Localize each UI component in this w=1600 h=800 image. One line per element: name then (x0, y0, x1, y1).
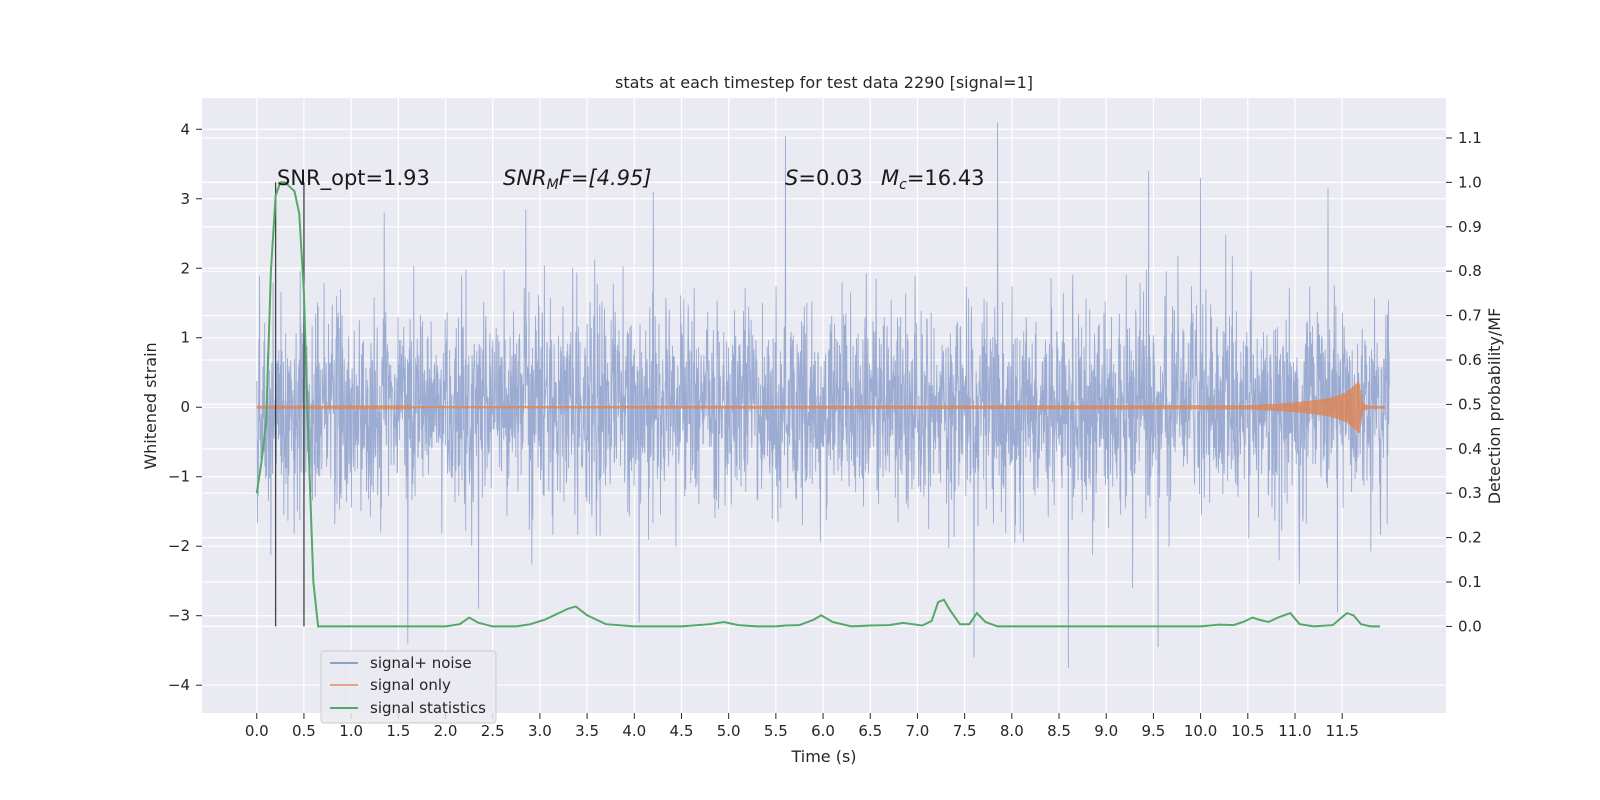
right-y-tick-label: 0.8 (1458, 262, 1482, 280)
s-annotation: S=0.03 (785, 166, 863, 190)
right-y-tick-label: 0.6 (1458, 351, 1482, 369)
x-tick-label: 11.5 (1325, 722, 1358, 740)
x-tick-label: 6.0 (811, 722, 835, 740)
right-y-tick-label: 0.4 (1458, 440, 1482, 458)
x-tick-label: 1.0 (339, 722, 363, 740)
x-tick-label: 0.5 (292, 722, 316, 740)
x-tick-label: 3.5 (575, 722, 599, 740)
right-y-tick-label: 1.0 (1458, 173, 1482, 191)
x-tick-label: 4.5 (670, 722, 694, 740)
snr-mf-annotation: SNRMF=[4.95] (503, 166, 652, 193)
signal-statistics-series (255, 181, 1380, 628)
x-tick-label: 7.5 (953, 722, 977, 740)
right-y-tick-label: 0.2 (1458, 529, 1482, 547)
x-tick-label: 5.0 (717, 722, 741, 740)
signal-statistics-line (255, 181, 1380, 628)
left-y-tick-label: −1 (168, 468, 190, 486)
mc-value: =16.43 (907, 166, 985, 190)
x-tick-label: 1.5 (386, 722, 410, 740)
x-tick-label: 2.0 (434, 722, 458, 740)
x-tick-label: 11.0 (1278, 722, 1311, 740)
x-tick-label: 10.5 (1231, 722, 1264, 740)
right-y-axis-label: Detection probability/MF (1485, 308, 1504, 505)
marker-lines (274, 182, 305, 627)
right-y-tick-label: 0.3 (1458, 484, 1482, 502)
left-y-tick-label: −3 (168, 607, 190, 625)
x-tick-label: 9.5 (1141, 722, 1165, 740)
x-tick-label: 10.0 (1184, 722, 1217, 740)
x-tick-label: 6.5 (858, 722, 882, 740)
right-y-tick-label: 0.1 (1458, 573, 1482, 591)
s-value: =0.03 (798, 166, 862, 190)
mc-annotation: Mc=16.43 (881, 166, 985, 193)
signal-only-series (256, 381, 1386, 434)
signal-only-line (256, 381, 1386, 434)
snr-mf-value: F=[4.95] (559, 166, 652, 190)
left-y-tick-label: 3 (180, 190, 190, 208)
left-y-tick-label: −2 (168, 537, 190, 555)
right-y-tick-label: 0.7 (1458, 307, 1482, 325)
x-tick-label: 8.5 (1047, 722, 1071, 740)
left-y-tick-label: 2 (180, 259, 190, 277)
left-y-tick-label: −4 (168, 676, 190, 694)
right-y-tick-label: 0.0 (1458, 617, 1482, 635)
x-tick-label: 7.0 (906, 722, 930, 740)
mc-subscript: c (899, 177, 907, 193)
snr-mf-subscript: M (547, 177, 559, 193)
s-symbol: S (785, 166, 798, 190)
left-y-tick-label: 1 (180, 329, 190, 347)
mc-symbol: M (881, 166, 899, 190)
signal-plus-noise-series (256, 122, 1390, 668)
right-y-tick-label: 1.1 (1458, 129, 1482, 147)
x-tick-label: 4.0 (622, 722, 646, 740)
x-tick-label: 3.0 (528, 722, 552, 740)
left-y-tick-label: 4 (180, 120, 190, 138)
legend-label-signal-statistics: signal statistics (370, 699, 486, 717)
right-y-tick-label: 0.9 (1458, 218, 1482, 236)
legend: signal+ noise signal only signal statist… (320, 650, 497, 724)
right-y-tick-label: 0.5 (1458, 395, 1482, 413)
chart-title: stats at each timestep for test data 229… (615, 73, 1033, 92)
signal-plus-noise-line (256, 122, 1390, 668)
x-axis-label: Time (s) (790, 747, 856, 766)
x-tick-label: 0.0 (245, 722, 269, 740)
snr-opt-annotation: SNR_opt=1.93 (277, 166, 430, 191)
legend-label-signal-only: signal only (370, 676, 451, 694)
left-y-tick-label: 0 (180, 398, 190, 416)
left-y-axis-label: Whitened strain (141, 342, 160, 469)
x-tick-label: 2.5 (481, 722, 505, 740)
snr-mf-symbol: SNR (503, 166, 547, 190)
right-y-axis-ticks: 1.1 1.0 0.9 0.8 0.7 0.6 0.5 0.4 0.3 0.2 0.1 0.0 (1446, 129, 1482, 635)
legend-label-signal-plus-noise: signal+ noise (370, 654, 472, 672)
legend-box (320, 650, 497, 724)
x-tick-label: 9.0 (1094, 722, 1118, 740)
x-tick-label: 8.0 (1000, 722, 1024, 740)
x-axis-ticks: 0.0 0.5 1.0 1.5 2.0 2.5 3.0 3.5 4.0 4.5 5.0 5.5 6.0 6… (245, 713, 1359, 740)
x-tick-label: 5.5 (764, 722, 788, 740)
left-y-axis-ticks: 4 3 2 1 0 −1 −2 −3 −4 (168, 120, 202, 694)
